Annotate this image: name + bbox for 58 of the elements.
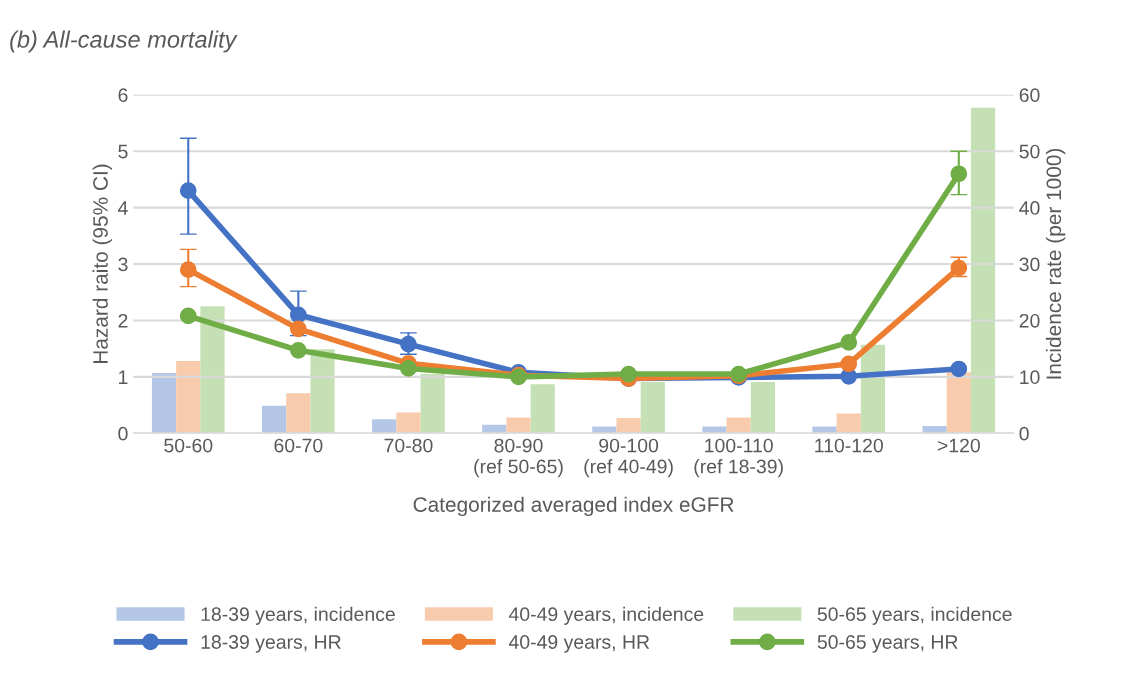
y-tick-label: 6 [118, 88, 128, 103]
legend-label: 50-65 years, HR [817, 635, 958, 653]
bar [750, 381, 775, 434]
y2-tick-label: 20 [1019, 313, 1040, 328]
legend-label: 50-65 years, incidence [817, 606, 1012, 625]
bar [310, 349, 335, 434]
point [179, 307, 197, 325]
bar [946, 372, 971, 434]
x-tick-label: >120 [937, 438, 980, 453]
bar [726, 417, 751, 434]
bar [530, 384, 555, 434]
y2-axis-title: Incidence rate (per 1000) [1045, 148, 1066, 379]
x-tick-label: 70-80 [384, 438, 433, 453]
bar [420, 374, 445, 434]
y-tick-label: 1 [119, 370, 128, 384]
y2-tick-label: 40 [1019, 201, 1040, 215]
y2-tick-label: 0 [1019, 426, 1029, 441]
x-axis-title: Categorized averaged index eGFR [413, 496, 734, 517]
bar [836, 413, 861, 434]
point [400, 360, 417, 377]
bar [616, 418, 641, 434]
bar [640, 381, 665, 434]
point [290, 342, 307, 359]
legend-label: 40-49 years, HR [508, 635, 650, 653]
bar [262, 405, 287, 434]
point [840, 355, 858, 373]
bar [200, 306, 225, 434]
bar [286, 393, 311, 434]
y-axis-title: Hazard raito (95% CI) [92, 164, 112, 364]
x-tick-label: 60-70 [274, 438, 323, 453]
bar [372, 419, 397, 434]
chart-title: (b) All-cause mortality [10, 30, 238, 53]
legend-label: 18-39 years, incidence [201, 606, 395, 625]
bar [151, 372, 177, 434]
legend-label: 18-39 years, HR [201, 635, 341, 653]
bar [176, 361, 201, 434]
x-tick-label: 50-60 [164, 438, 213, 453]
point [950, 360, 968, 378]
bar [506, 417, 531, 434]
y-tick-label: 4 [117, 201, 128, 215]
x-tick-label: 100-110 (ref 18-39) [694, 438, 783, 478]
legend-label: 40-49 years, incidence [508, 606, 704, 625]
y-tick-label: 3 [118, 257, 128, 272]
x-tick-label: 80-90 (ref 50-65) [474, 438, 563, 478]
point [840, 334, 858, 351]
point [620, 365, 637, 383]
y-tick-label: 0 [118, 426, 128, 441]
y-tick-label: 5 [118, 144, 128, 159]
y-tick-label: 2 [118, 313, 128, 328]
y2-tick-label: 50 [1019, 144, 1040, 159]
x-tick-label: 90-100 (ref 40-49) [584, 438, 673, 478]
x-tick-label: 110-120 [815, 438, 883, 453]
point [290, 320, 307, 338]
y2-tick-label: 30 [1019, 257, 1040, 272]
y2-tick-label: 60 [1019, 88, 1040, 103]
bar [970, 107, 996, 434]
bar [396, 412, 421, 434]
y2-tick-label: 10 [1020, 370, 1040, 385]
